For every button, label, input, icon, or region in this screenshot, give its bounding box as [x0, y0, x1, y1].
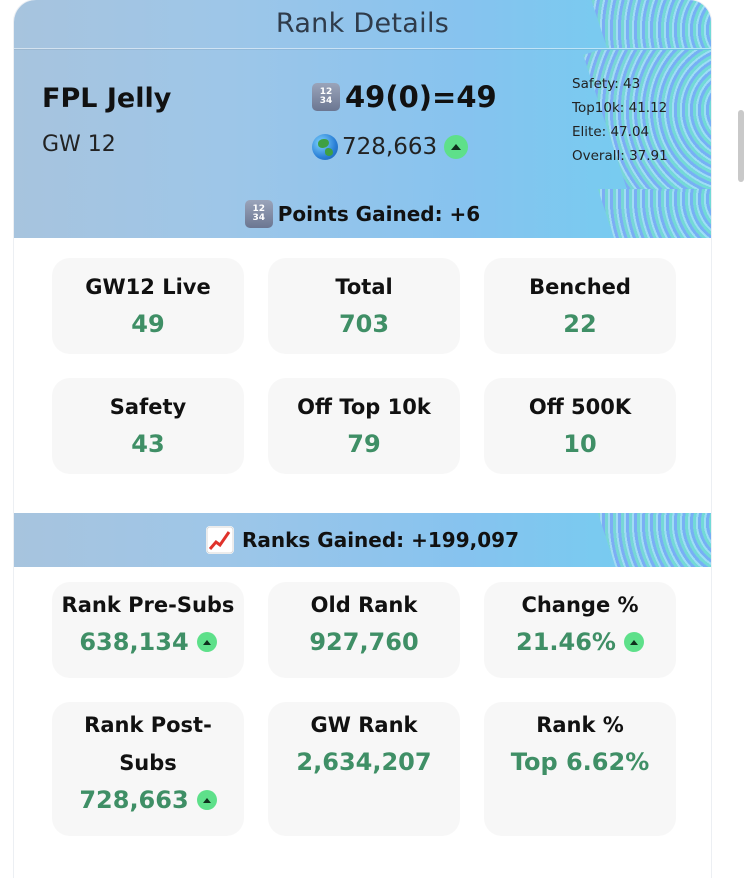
rank-label: Rank Post-Subs [84, 713, 212, 775]
rank-label: GW Rank [310, 713, 418, 737]
globe-icon [312, 134, 338, 160]
rank-tile: Rank % Top 6.62% [484, 702, 676, 836]
stat-label: Safety [109, 395, 187, 419]
points-gained-heading: 12 34 Points Gained: +6 [244, 199, 481, 228]
stat-label: GW12 Live [85, 275, 211, 299]
ranks-gained-title: Ranks Gained: +199,097 [241, 528, 519, 552]
rank-value: 638,134 [52, 624, 244, 660]
numbers-icon: 12 34 [312, 83, 340, 111]
stat-label: Total [335, 275, 393, 299]
rank-value: 21.46% [484, 624, 676, 660]
numbers-icon: 12 34 [244, 199, 273, 228]
stat-tile: Off 500K 10 [484, 378, 676, 474]
arrow-up-icon [623, 632, 644, 652]
rank-tile: Rank Post-Subs 728,663 [52, 702, 244, 836]
top10k-stat: Top10k: 41.12 [572, 100, 668, 116]
rank-value: Top 6.62% [510, 748, 650, 776]
card-title: Rank Details [275, 8, 450, 39]
stat-tile: Off Top 10k 79 [268, 378, 460, 474]
rank-tile: Old Rank 927,760 [268, 582, 460, 678]
rank-value: 2,634,207 [296, 748, 432, 776]
points-gained-title: Points Gained: +6 [277, 201, 481, 226]
points-gained-bar: 12 34 Points Gained: +6 [14, 189, 711, 238]
ranks-gained-bar: Ranks Gained: +199,097 [14, 513, 711, 567]
rank-label: Rank Pre-Subs [61, 593, 235, 617]
rank-value-text: 728,663 [79, 786, 189, 814]
stat-label: Off 500K [528, 395, 632, 419]
rank-value: 728,663 [52, 782, 244, 818]
chart-increasing-icon [205, 526, 234, 554]
rank-value-text: 21.46% [516, 628, 616, 656]
stat-value: 703 [338, 310, 390, 338]
card-header: Rank Details [14, 0, 711, 49]
arrow-up-icon [196, 632, 217, 652]
team-summary: FPL Jelly GW 12 12 34 49(0)=49 728,663 Sa… [14, 49, 711, 189]
rank-tile: GW Rank 2,634,207 [268, 702, 460, 836]
decorative-swirl [586, 189, 711, 238]
rank-details-card: Rank Details FPL Jelly GW 12 12 34 49(0)=… [14, 0, 711, 878]
stat-tile: Safety 43 [52, 378, 244, 474]
team-name: FPL Jelly [42, 83, 172, 114]
arrow-up-icon [196, 790, 217, 810]
gameweek-label: GW 12 [42, 132, 116, 157]
ranks-gained-heading: Ranks Gained: +199,097 [205, 526, 519, 554]
stat-label: Benched [529, 275, 631, 299]
scrollbar-thumb[interactable] [738, 110, 744, 182]
stat-value: 22 [563, 310, 597, 338]
stat-value: 49 [131, 310, 165, 338]
arrow-up-icon [444, 135, 469, 159]
rank-tile: Rank Pre-Subs 638,134 [52, 582, 244, 678]
safety-stat: Safety: 43 [572, 76, 641, 92]
ranks-grid: Rank Pre-Subs 638,134 Old Rank 927,760 C… [52, 582, 676, 836]
points-text: 49(0)=49 [345, 80, 497, 114]
stat-value: 79 [347, 430, 381, 458]
decorative-swirl [586, 513, 711, 567]
stat-label: Off Top 10k [297, 395, 431, 419]
stat-tile: Benched 22 [484, 258, 676, 354]
stat-tile: Total 703 [268, 258, 460, 354]
stat-value: 43 [131, 430, 165, 458]
rank-tile: Change % 21.46% [484, 582, 676, 678]
benchmark-stats: Safety: 43 Top10k: 41.12 Elite: 47.04 Ov… [572, 72, 668, 168]
points-summary: 12 34 49(0)=49 [312, 80, 497, 114]
overall-stat: Overall: 37.91 [572, 148, 668, 164]
elite-stat: Elite: 47.04 [572, 124, 650, 140]
rank-value: 927,760 [309, 628, 419, 656]
stat-value: 10 [563, 430, 597, 458]
rank-value-text: 638,134 [79, 628, 189, 656]
points-grid: GW12 Live 49 Total 703 Benched 22 Safety… [52, 258, 676, 474]
overall-rank-value: 728,663 [342, 134, 438, 160]
rank-label: Old Rank [310, 593, 418, 617]
overall-rank: 728,663 [312, 134, 469, 160]
rank-label: Change % [521, 593, 639, 617]
stat-tile: GW12 Live 49 [52, 258, 244, 354]
rank-label: Rank % [536, 713, 624, 737]
